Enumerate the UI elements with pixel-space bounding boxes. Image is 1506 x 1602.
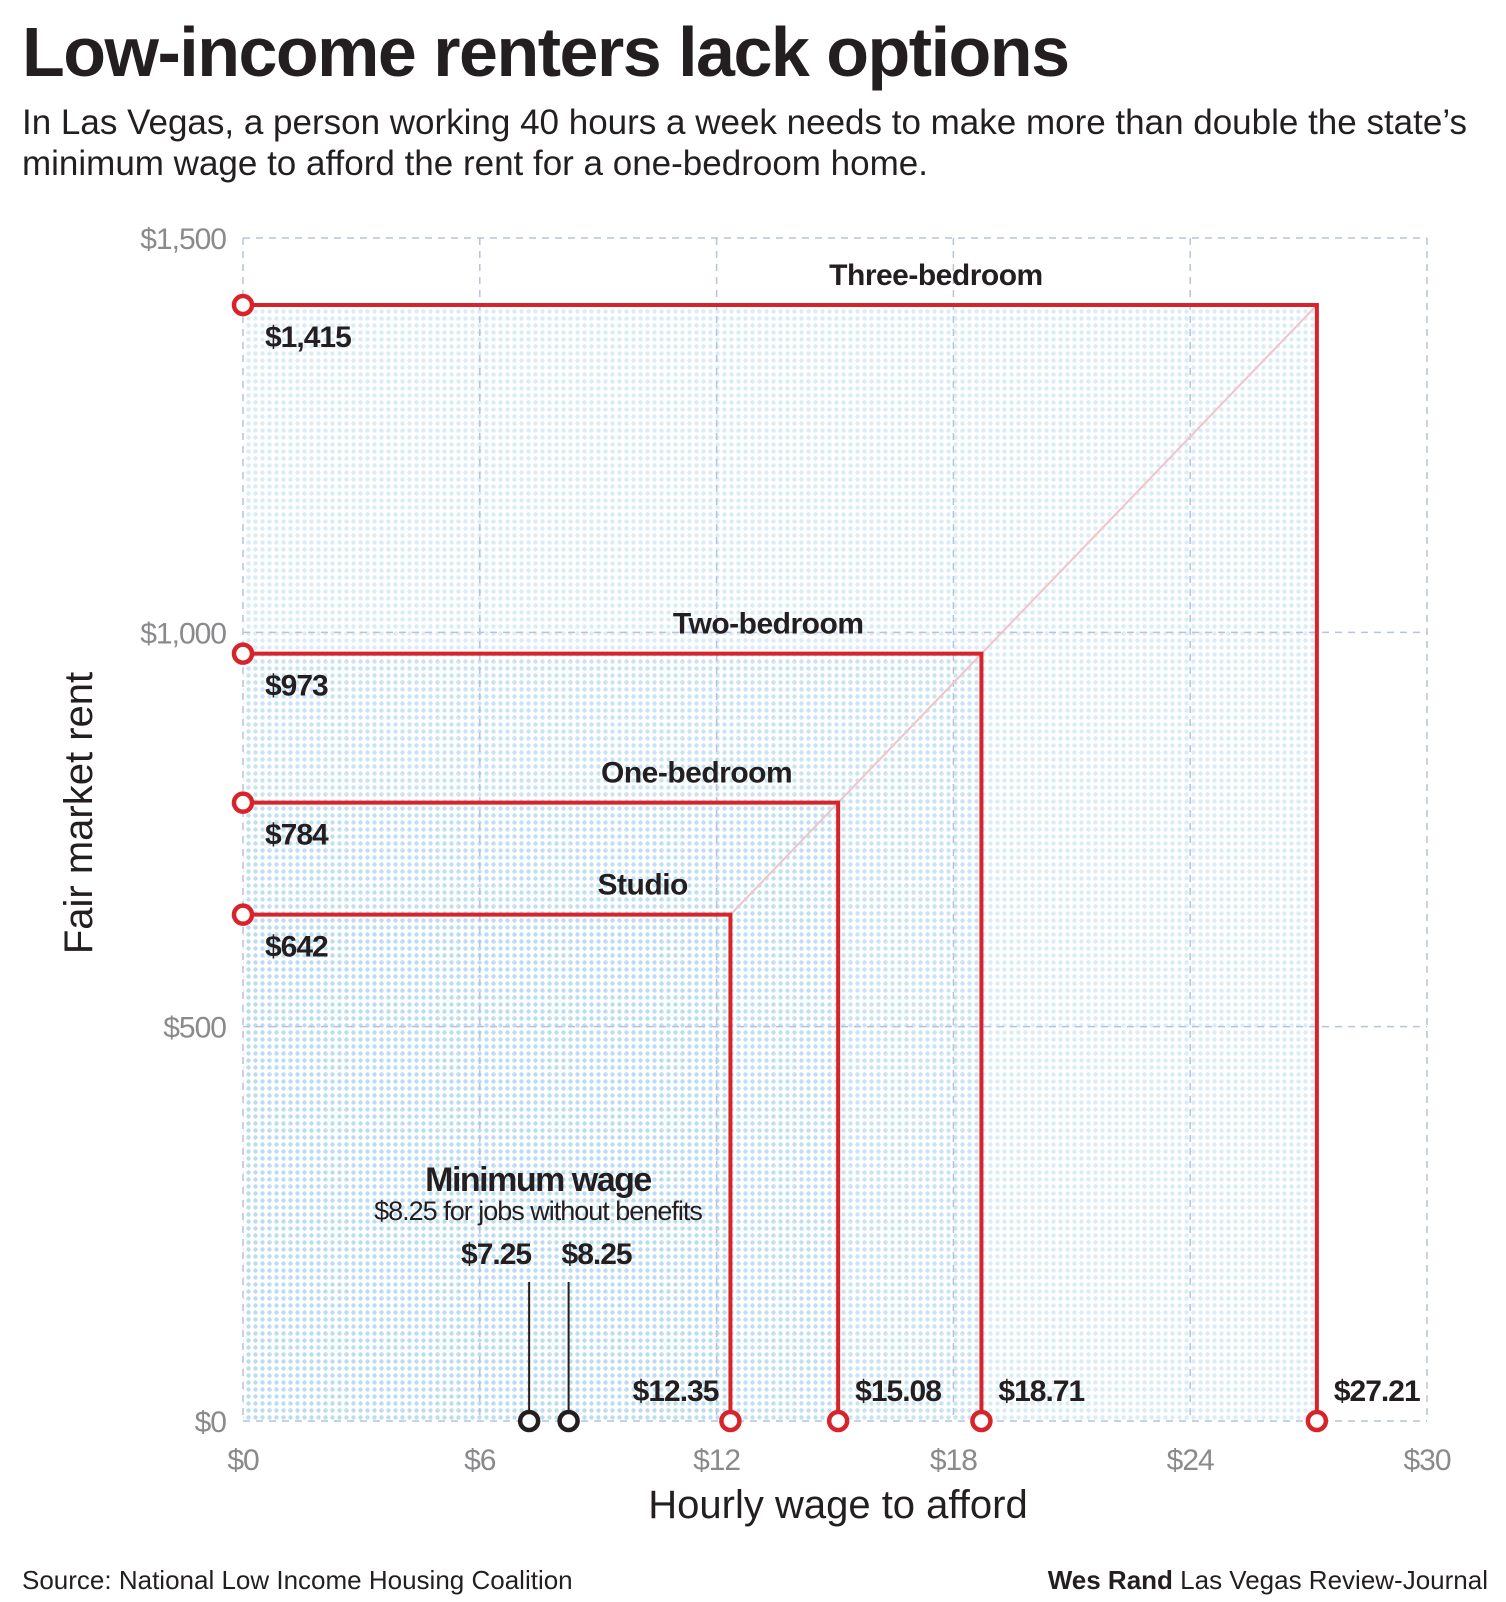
- minimum-wage-title: Minimum wage: [425, 1161, 651, 1199]
- x-axis-title: Hourly wage to afford: [648, 1483, 1027, 1527]
- y-tick-label: $1,500: [140, 223, 226, 256]
- minimum-wage-markers: Minimum wage$8.25 for jobs without benef…: [374, 1161, 703, 1433]
- x-tick-label: $12: [693, 1444, 740, 1477]
- y-axis-title: Fair market rent: [57, 672, 101, 954]
- rent-label-two-bedroom: $973: [265, 670, 328, 703]
- rent-point-studio: [231, 903, 255, 926]
- wage-point-three-bedroom: [1305, 1409, 1329, 1433]
- x-tick-label: $30: [1403, 1444, 1450, 1477]
- series-line-two-bedroom: [243, 651, 984, 1421]
- rent-label-one-bedroom: $784: [265, 819, 329, 852]
- source-note: Source: National Low Income Housing Coal…: [22, 1565, 573, 1595]
- minimum-wage-label: $8.25: [562, 1238, 632, 1271]
- minimum-wage-note: $8.25 for jobs without benefits: [374, 1196, 702, 1226]
- series-steps: $642 Studio $12.35 $784 One-bedroom $15.08 $97…: [231, 259, 1421, 1433]
- wage-label-two-bedroom: $18.71: [998, 1375, 1084, 1408]
- series-line-one-bedroom: [243, 800, 841, 1421]
- series-name-studio: Studio: [598, 869, 688, 902]
- trend-diagonal: [729, 304, 1318, 916]
- y-tick-label: $1,000: [140, 617, 226, 650]
- wage-point-studio: [719, 1409, 742, 1433]
- rent-point-three-bedroom: [231, 293, 255, 317]
- x-tick-label: $0: [227, 1444, 259, 1477]
- rent-wage-chart: $0 $6 $12 $18 $24 $30 $0 $500 $1,000 $1,500 $642 S…: [57, 223, 1452, 1527]
- minimum-wage-label: $7.25: [461, 1238, 531, 1271]
- wage-label-studio: $12.35: [633, 1375, 719, 1408]
- page-subtitle: In Las Vegas, a person working 40 hours …: [22, 103, 1467, 183]
- series-name-three-bedroom: Three-bedroom: [829, 259, 1043, 292]
- wage-label-one-bedroom: $15.08: [855, 1375, 941, 1408]
- y-tick-label: $0: [195, 1406, 227, 1439]
- rent-label-studio: $642: [265, 931, 328, 964]
- y-tick-label: $500: [163, 1012, 226, 1045]
- x-tick-label: $18: [930, 1444, 977, 1477]
- rent-point-two-bedroom: [231, 642, 255, 665]
- minimum-wage-point: [557, 1409, 580, 1433]
- gridlines: [242, 237, 1428, 1422]
- wage-point-two-bedroom: [970, 1409, 993, 1433]
- series-line-studio: [243, 912, 733, 1421]
- fill-area-studio: [243, 914, 731, 1421]
- series-name-two-bedroom: Two-bedroom: [673, 608, 864, 641]
- credit-line: Wes Rand Las Vegas Review-Journal: [1048, 1565, 1488, 1596]
- wage-point-one-bedroom: [826, 1409, 850, 1433]
- credit-author: Wes Rand: [1047, 1565, 1173, 1595]
- rent-point-one-bedroom: [231, 791, 255, 814]
- wage-label-three-bedroom: $27.21: [1334, 1375, 1420, 1408]
- x-tick-label: $24: [1167, 1444, 1214, 1477]
- series-name-one-bedroom: One-bedroom: [601, 757, 792, 790]
- page-title: Low-income renters lack options: [22, 13, 1070, 91]
- x-tick-label: $6: [464, 1444, 496, 1477]
- series-line-three-bedroom: [243, 303, 1319, 1421]
- axis-ticks: $0 $6 $12 $18 $24 $30 $0 $500 $1,000 $1,500: [140, 223, 1452, 1477]
- rent-label-three-bedroom: $1,415: [265, 321, 351, 354]
- credit-outlet: Las Vegas Review-Journal: [1180, 1565, 1488, 1595]
- minimum-wage-point: [517, 1409, 541, 1433]
